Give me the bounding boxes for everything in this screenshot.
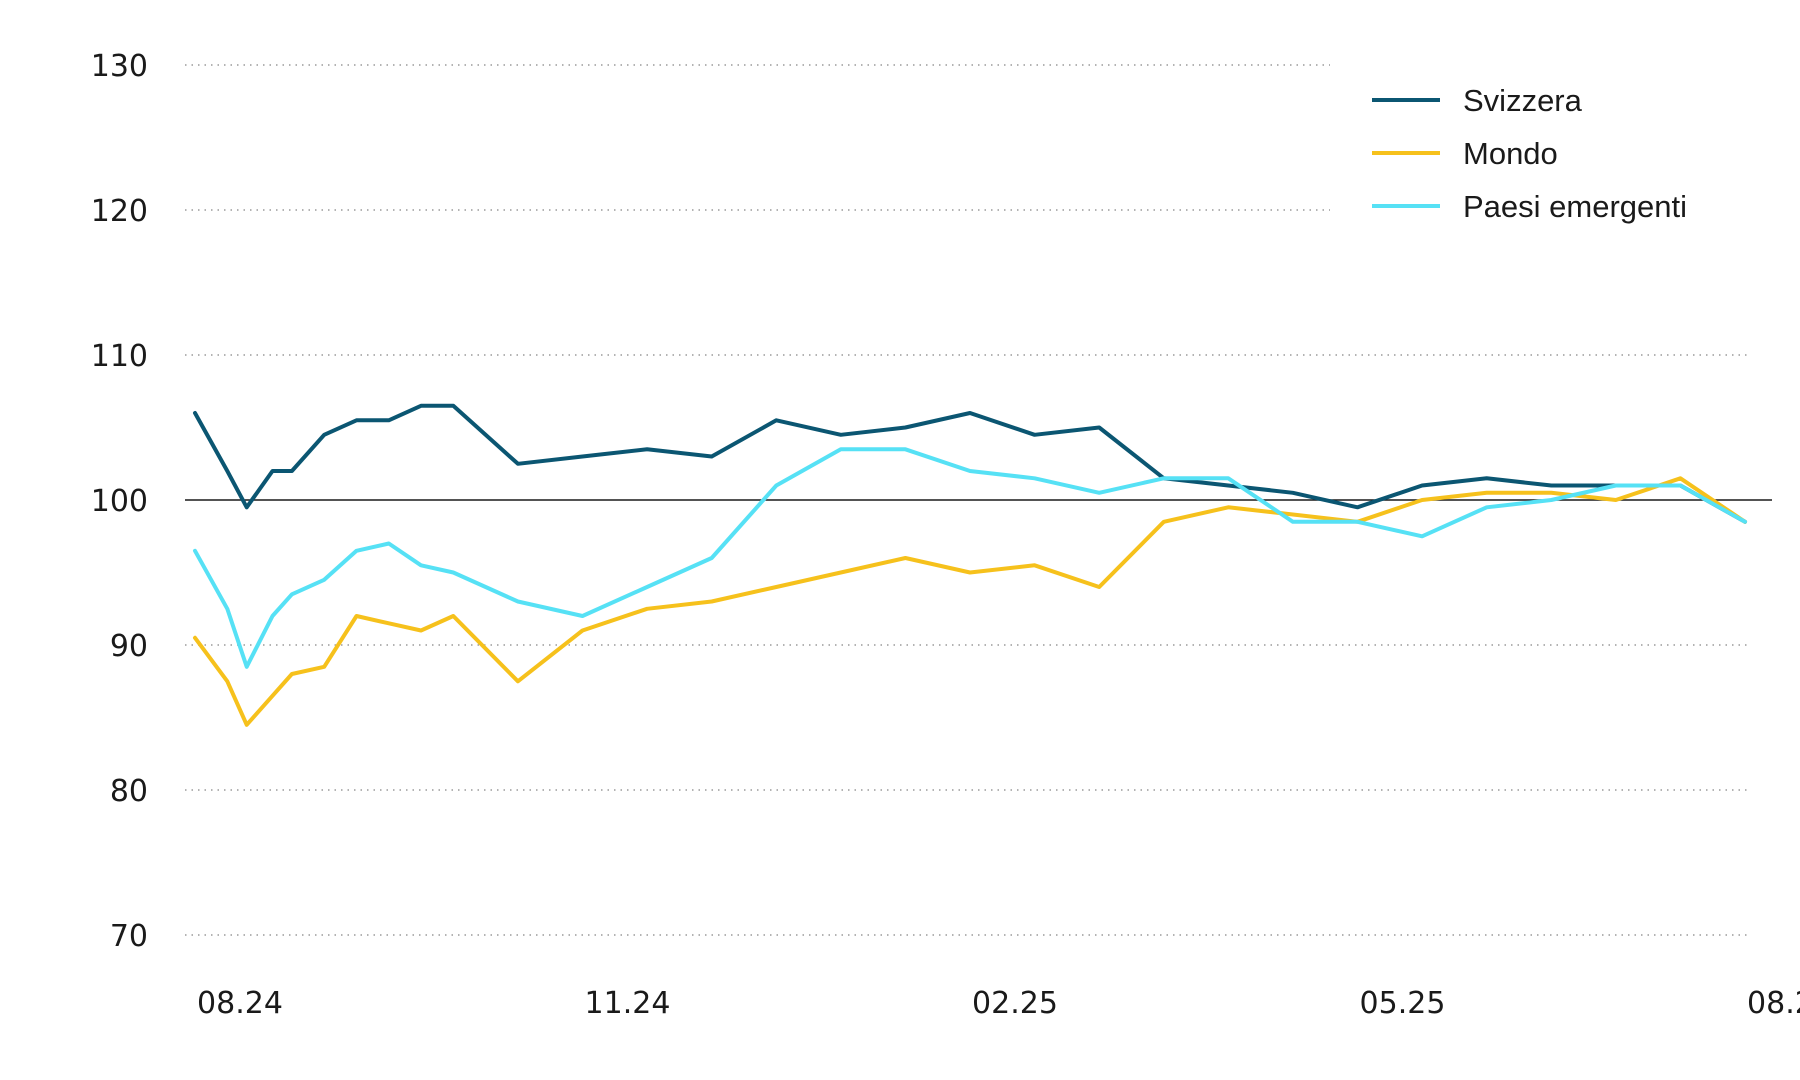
legend-label: Paesi emergenti bbox=[1463, 189, 1687, 224]
y-tick-label: 70 bbox=[110, 919, 148, 954]
legend: Svizzera Mondo Paesi emergenti bbox=[1372, 83, 1687, 224]
x-tick-label: 08.25 bbox=[1747, 986, 1800, 1021]
x-tick-label: 08.24 bbox=[197, 986, 283, 1021]
legend-label: Svizzera bbox=[1463, 83, 1583, 118]
grid-lines bbox=[185, 64, 1750, 936]
y-axis-tick-labels: 70 80 90 100 110 120 130 bbox=[91, 49, 148, 954]
y-tick-label: 100 bbox=[91, 484, 148, 519]
y-tick-label: 130 bbox=[91, 49, 148, 84]
series-lines bbox=[193, 403, 1747, 727]
y-tick-label: 110 bbox=[91, 339, 148, 374]
y-tick-label: 90 bbox=[110, 629, 148, 664]
x-tick-label: 05.25 bbox=[1360, 986, 1446, 1021]
x-tick-label: 11.24 bbox=[585, 986, 671, 1021]
legend-label: Mondo bbox=[1463, 136, 1558, 171]
y-tick-label: 80 bbox=[110, 774, 148, 809]
x-axis-tick-labels: 08.24 11.24 02.25 05.25 08.25 bbox=[197, 986, 1800, 1021]
y-tick-label: 120 bbox=[91, 194, 148, 229]
series-line-3 bbox=[193, 447, 1747, 669]
x-tick-label: 02.25 bbox=[972, 986, 1058, 1021]
series-line-1 bbox=[193, 403, 1747, 524]
series-line-2 bbox=[193, 476, 1747, 727]
